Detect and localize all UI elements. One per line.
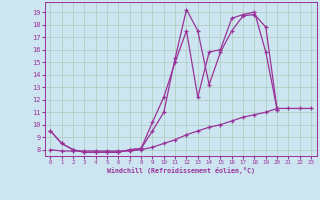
X-axis label: Windchill (Refroidissement éolien,°C): Windchill (Refroidissement éolien,°C) <box>107 167 255 174</box>
